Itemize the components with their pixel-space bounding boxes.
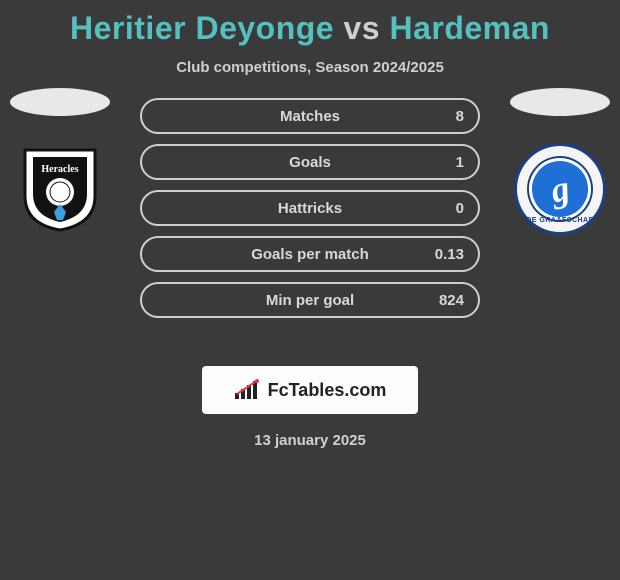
page-title: Heritier Deyonge vs Hardeman (0, 0, 620, 47)
stat-label: Goals (289, 154, 331, 171)
stat-row-hattricks: Hattricks 0 (140, 190, 480, 226)
stat-right-value: 824 (434, 292, 464, 309)
subtitle: Club competitions, Season 2024/2025 (0, 59, 620, 76)
stat-row-goals: Goals 1 (140, 144, 480, 180)
stat-row-min-per-goal: Min per goal 824 (140, 282, 480, 318)
stat-row-goals-per-match: Goals per match 0.13 (140, 236, 480, 272)
stat-row-matches: Matches 8 (140, 98, 480, 134)
stat-right-value: 8 (434, 108, 464, 125)
svg-text:Heracles: Heracles (41, 164, 78, 175)
player-avatar-right (510, 88, 610, 116)
player-column-left: Heracles (10, 88, 110, 232)
stat-label: Hattricks (278, 200, 342, 217)
heracles-shield-icon: Heracles (21, 146, 99, 232)
degraafschap-badge-icon: g DE GRAAFSCHAP (514, 143, 606, 235)
brand-text: FcTables.com (268, 380, 387, 401)
stat-label: Goals per match (251, 246, 369, 263)
degraafschap-inner-icon: g (523, 152, 597, 226)
club-badge-heracles: Heracles (10, 146, 110, 232)
stat-right-value: 0.13 (434, 246, 464, 263)
stat-label: Matches (280, 108, 340, 125)
stat-right-value: 0 (434, 200, 464, 217)
comparison-area: Heracles g DE GRAAFSCHAP Matches 8 (0, 98, 620, 348)
title-player2: Hardeman (389, 10, 550, 46)
title-player1: Heritier Deyonge (70, 10, 334, 46)
degraafschap-g-icon: g (547, 170, 572, 209)
player-column-right: g DE GRAAFSCHAP (510, 88, 610, 232)
brand-box: FcTables.com (202, 366, 418, 414)
degraafschap-label: DE GRAAFSCHAP (526, 217, 594, 224)
stat-label: Min per goal (266, 292, 354, 309)
stat-right-value: 1 (434, 154, 464, 171)
date-text: 13 january 2025 (0, 432, 620, 449)
stat-pills: Matches 8 Goals 1 Hattricks 0 Goals per … (140, 98, 480, 318)
title-vs: vs (343, 10, 380, 46)
club-badge-degraafschap: g DE GRAAFSCHAP (510, 146, 610, 232)
player-avatar-left (10, 88, 110, 116)
brand-bars-icon (234, 379, 262, 401)
